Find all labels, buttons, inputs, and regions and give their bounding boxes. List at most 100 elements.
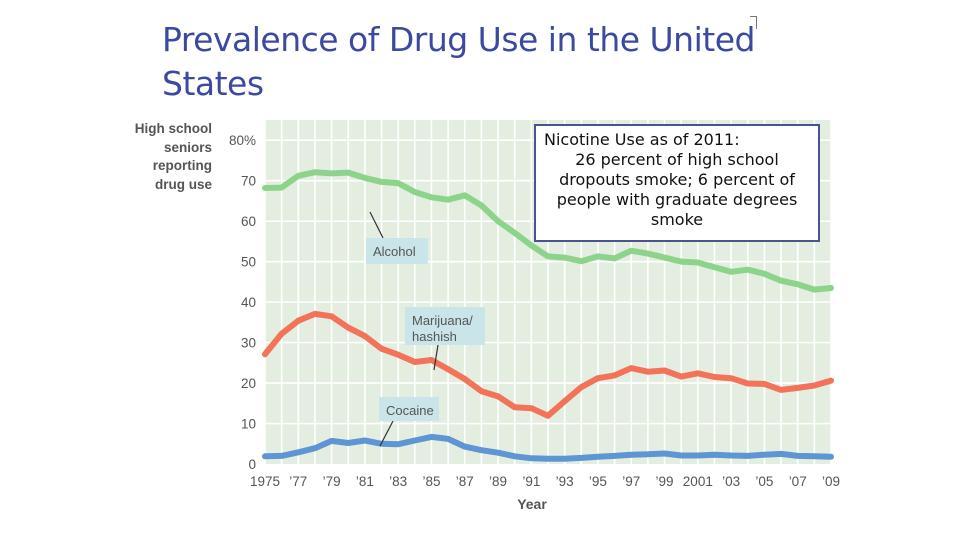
y-axis-label-line: High school (134, 121, 212, 136)
data-point-alcohol (661, 255, 668, 261)
corner-mark (750, 16, 757, 29)
data-point-marijuana (778, 387, 784, 393)
data-point-marijuana (695, 370, 701, 376)
y-axis-label: High school seniors reporting drug use (118, 120, 212, 194)
data-point-marijuana (512, 404, 518, 410)
data-point-cocaine (711, 452, 718, 458)
data-point-cocaine (595, 454, 601, 460)
data-point-cocaine (262, 453, 268, 459)
data-point-alcohol (728, 269, 734, 275)
y-tick-label: 40 (241, 295, 256, 310)
x-tick-label: ’03 (722, 474, 740, 489)
data-point-marijuana (495, 393, 501, 400)
data-point-marijuana (711, 374, 718, 380)
data-point-marijuana (295, 318, 301, 324)
data-point-marijuana (328, 313, 335, 319)
x-axis-label: Year (517, 496, 547, 512)
data-point-alcohol (495, 218, 501, 224)
data-point-alcohol (778, 278, 784, 284)
series-label-marijuana: hashish (412, 329, 457, 344)
data-point-alcohol (795, 281, 801, 287)
series-label-marijuana: Marijuana/ (412, 313, 473, 328)
y-tick-label: 70 (241, 174, 256, 189)
x-tick-label: ’97 (622, 474, 640, 489)
y-tick-label: 80% (229, 133, 256, 148)
callout-heading: Nicotine Use as of 2011: (544, 130, 740, 149)
data-point-marijuana (545, 413, 551, 419)
data-point-cocaine (478, 447, 485, 453)
data-point-marijuana (728, 375, 734, 381)
data-point-alcohol (678, 259, 684, 265)
data-point-alcohol (312, 169, 318, 175)
x-tick-label: ’81 (356, 474, 374, 489)
data-point-marijuana (578, 384, 584, 390)
data-point-alcohol (695, 259, 701, 266)
data-point-marijuana (279, 331, 285, 337)
data-point-cocaine (795, 453, 801, 459)
x-tick-label: ’99 (656, 474, 674, 489)
data-point-cocaine (545, 456, 551, 462)
data-point-marijuana (645, 369, 651, 375)
data-point-marijuana (661, 367, 668, 374)
x-tick-label: ’93 (556, 474, 574, 489)
data-point-cocaine (312, 445, 318, 451)
data-point-cocaine (578, 455, 584, 461)
data-point-marijuana (562, 398, 568, 404)
data-point-alcohol (295, 173, 301, 179)
x-tick-label: 2001 (683, 474, 713, 489)
data-point-alcohol (611, 255, 618, 262)
series-label-leader (369, 211, 384, 239)
data-point-marijuana (478, 388, 485, 394)
x-tick-label: ’91 (522, 474, 540, 489)
series-label-box (405, 307, 485, 345)
data-point-cocaine (495, 450, 501, 456)
y-tick-label: 30 (241, 336, 256, 351)
y-tick-label: 0 (248, 457, 256, 472)
data-point-alcohol (462, 192, 468, 198)
data-point-alcohol (445, 197, 451, 203)
data-point-marijuana (395, 352, 401, 358)
series-label-leader (379, 420, 394, 447)
series-label-box (379, 397, 439, 421)
x-tick-label: ’95 (589, 474, 607, 489)
x-tick-label: ’83 (389, 474, 407, 489)
x-tick-label: ’77 (289, 474, 307, 489)
data-point-cocaine (628, 452, 634, 458)
data-point-alcohol (562, 255, 568, 261)
data-point-cocaine (328, 438, 335, 444)
data-point-marijuana (312, 311, 318, 317)
data-point-cocaine (528, 455, 534, 461)
data-point-alcohol (362, 175, 368, 181)
data-point-alcohol (279, 184, 285, 191)
data-point-alcohol (745, 267, 751, 273)
data-point-cocaine (512, 453, 518, 459)
data-point-cocaine (611, 453, 618, 459)
data-point-cocaine (412, 437, 418, 444)
data-point-alcohol (412, 189, 418, 195)
data-point-alcohol (378, 179, 385, 185)
data-point-alcohol (645, 250, 651, 257)
data-point-cocaine (828, 454, 834, 460)
y-tick-label: 60 (241, 214, 256, 229)
data-point-marijuana (628, 365, 634, 371)
x-tick-label: ’87 (456, 474, 474, 489)
data-point-marijuana (462, 376, 468, 382)
data-point-marijuana (678, 373, 684, 380)
x-tick-label: ’09 (822, 474, 840, 489)
x-tick-label: 1975 (250, 474, 280, 489)
data-point-alcohol (262, 185, 268, 191)
data-point-marijuana (745, 380, 751, 387)
data-point-marijuana (262, 351, 268, 357)
y-axis-label-line: seniors (163, 139, 212, 155)
page-title: Prevalence of Drug Use in the United Sta… (162, 20, 755, 103)
data-point-cocaine (395, 441, 401, 447)
x-tick-label: ’79 (323, 474, 341, 489)
data-point-alcohol (428, 194, 435, 200)
data-point-marijuana (795, 385, 801, 391)
data-point-alcohol (395, 180, 401, 186)
data-point-marijuana (428, 357, 435, 363)
data-point-alcohol (478, 202, 485, 208)
data-point-alcohol (512, 230, 518, 236)
data-point-alcohol (528, 242, 534, 249)
